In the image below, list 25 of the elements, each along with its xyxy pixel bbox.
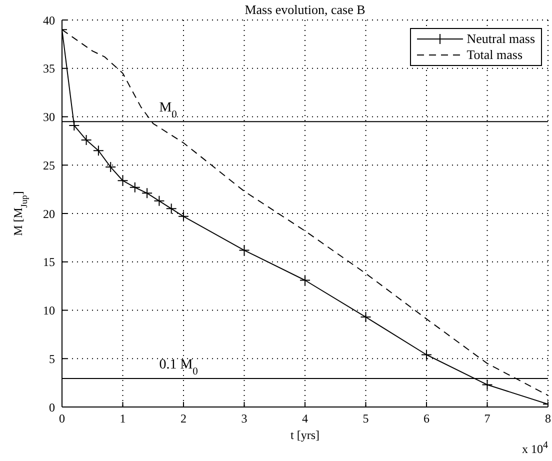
- x-tick-label: 8: [545, 412, 551, 426]
- x-tick-label: 4: [302, 412, 308, 426]
- x-tick-label: 1: [120, 412, 126, 426]
- chart-title: Mass evolution, case B: [244, 2, 366, 17]
- x-tick-label: 5: [362, 412, 369, 426]
- y-tick-label: 0: [49, 400, 55, 414]
- text: x 10$^{4}$: [522, 440, 548, 456]
- y-tick-label: 35: [43, 62, 55, 76]
- x-axis-title: t [yrs]: [290, 428, 320, 442]
- y-tick-label: 10: [43, 304, 55, 318]
- x-tick-label: 7: [484, 412, 490, 426]
- y-tick-label: 40: [43, 13, 55, 28]
- y-tick-label: 15: [43, 255, 55, 270]
- y-tick-label: 25: [43, 158, 55, 172]
- y-tick-label: 20: [43, 206, 55, 221]
- x-tick-label: 0: [59, 412, 65, 426]
- legend-label: Neutral mass: [466, 31, 535, 47]
- x-tick-label: 2: [180, 412, 186, 426]
- y-tick-label: 5: [49, 352, 55, 366]
- x-tick-label: 3: [241, 412, 248, 426]
- y-tick-label: 30: [43, 110, 55, 124]
- legend-label: Total mass: [466, 47, 523, 63]
- ref-line-label: 0.1 M$_{0}$: [159, 357, 198, 377]
- ref-line-label: M$_{0}$: [159, 100, 177, 120]
- x-tick-label: 6: [424, 412, 430, 426]
